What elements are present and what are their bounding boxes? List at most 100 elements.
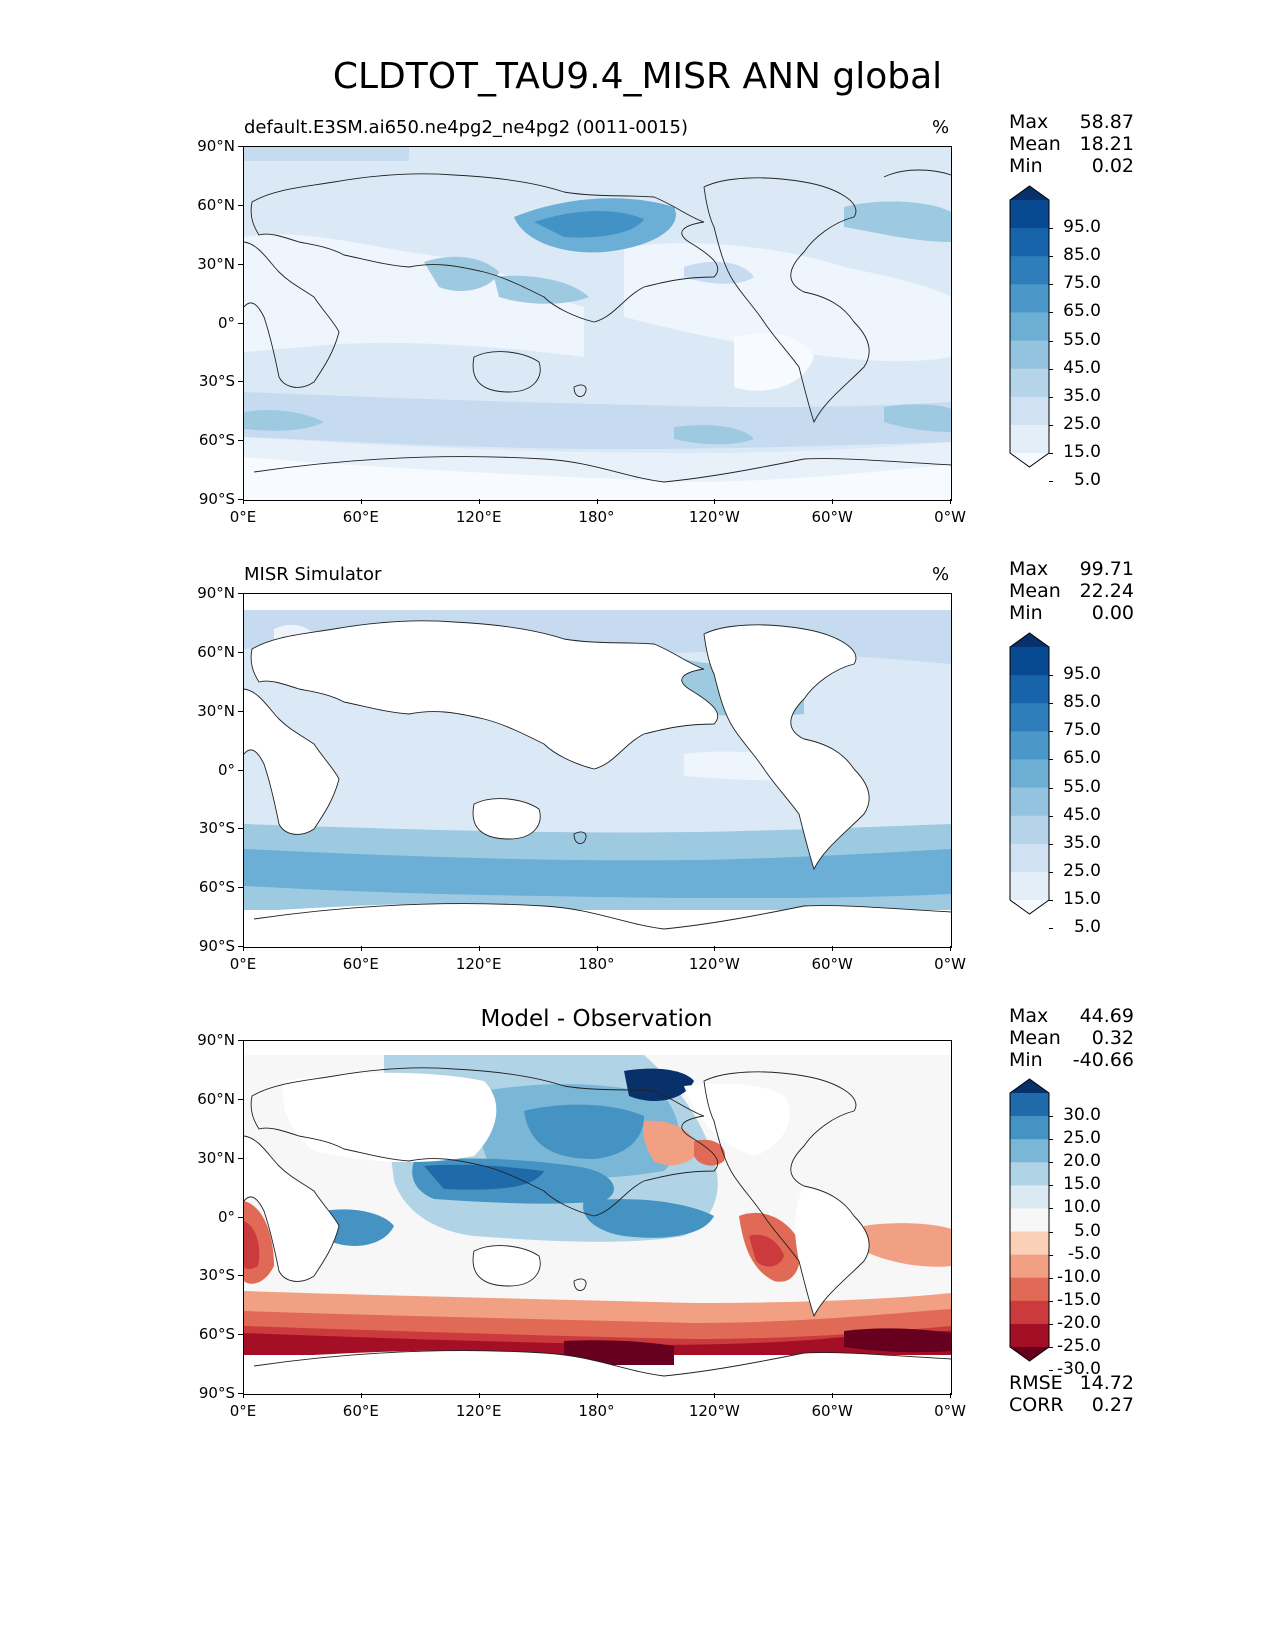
- lon-tick-mark: [596, 946, 598, 951]
- panel2-stats: Max 99.71 Mean 22.24 Min 0.00: [1009, 558, 1134, 624]
- colorbar-2-tick-label: 55.0: [1063, 776, 1101, 797]
- colorbar-tick-mark: [1049, 703, 1053, 705]
- panel1-map: [243, 146, 952, 501]
- colorbar-segment: [1010, 200, 1049, 229]
- colorbar-segment: [1010, 871, 1049, 901]
- colorbar-segment: [1010, 759, 1049, 789]
- lat-tick-mark: [238, 381, 243, 383]
- lat-tick-mark: [238, 828, 243, 830]
- lat-tick-mark: [238, 204, 243, 206]
- panel3-extra-stats: RMSE 14.72 CORR 0.27: [1009, 1372, 1134, 1416]
- lon-tick-label: 120°W: [688, 508, 740, 526]
- lat-tick-label: 60°N: [197, 1089, 235, 1108]
- colorbar-tick-mark: [1049, 368, 1053, 370]
- colorbar-2-tick-label: 75.0: [1063, 720, 1101, 741]
- colorbar-segment: [1010, 1277, 1049, 1302]
- colorbar-segment: [1010, 787, 1049, 817]
- lon-tick-mark: [714, 1393, 716, 1398]
- colorbar-tick-mark: [1049, 340, 1053, 342]
- colorbar-tick-mark: [1049, 843, 1053, 845]
- stat-rmse: RMSE 14.72: [1009, 1372, 1134, 1394]
- colorbar-segment: [1010, 1323, 1049, 1348]
- colorbar-segment: [1010, 424, 1049, 454]
- lon-tick-mark: [950, 1393, 951, 1398]
- lat-tick-label: 60°S: [198, 878, 235, 897]
- lon-tick-mark: [478, 1393, 480, 1398]
- lon-tick-label: 120°E: [455, 1402, 502, 1420]
- colorbar-segment: [1010, 1300, 1049, 1325]
- stat-min: Min -40.66: [1009, 1049, 1134, 1071]
- colorbar-segment: [1010, 312, 1049, 342]
- lon-tick-label: 60°E: [342, 1402, 379, 1420]
- colorbar-2-tick-label: 15.0: [1063, 889, 1101, 909]
- stat-mean: Mean 22.24: [1009, 580, 1134, 602]
- colorbar-tick-mark: [1049, 871, 1053, 873]
- lat-tick-label: 60°N: [197, 642, 235, 661]
- colorbar-tick-mark: [1049, 1370, 1053, 1372]
- colorbar-2-tick-label: 45.0: [1063, 804, 1101, 825]
- lon-tick-label: 180°: [578, 508, 615, 526]
- lat-tick-label: 90°S: [198, 1384, 235, 1402]
- lon-tick-label: 120°E: [455, 508, 502, 526]
- lat-tick-label: 90°N: [197, 584, 235, 602]
- colorbar-1-tick-label: 5.0: [1073, 470, 1101, 491]
- colorbar-segment: [1010, 815, 1049, 845]
- colorbar-tick-mark: [1049, 787, 1053, 789]
- lon-tick-mark: [360, 499, 362, 504]
- colorbar-2: [1009, 632, 1050, 915]
- lon-tick-label: 0°W: [934, 1402, 966, 1420]
- lat-tick-label: 30°S: [198, 1266, 235, 1285]
- lat-tick-mark: [238, 710, 243, 712]
- lat-tick-mark: [238, 440, 243, 442]
- colorbar-segment: [1010, 1185, 1049, 1209]
- panel2-contours: [244, 594, 951, 947]
- colorbar-tick-mark: [1049, 481, 1053, 483]
- lon-tick-mark: [714, 499, 716, 504]
- colorbar-segment: [1010, 731, 1049, 760]
- lon-tick-mark: [243, 946, 244, 951]
- colorbar-3-tick-label: -25.0: [1057, 1336, 1101, 1356]
- lat-tick-label: 90°S: [198, 937, 235, 955]
- colorbar-3-tick-label: 20.0: [1063, 1151, 1101, 1172]
- lon-tick-label: 120°E: [455, 955, 502, 973]
- colorbar-tick-mark: [1049, 1185, 1053, 1187]
- colorbar-segment: [1010, 1116, 1049, 1140]
- colorbar-segment: [1010, 1208, 1049, 1233]
- colorbar-3-tick-label: 5.0: [1073, 1220, 1101, 1241]
- colorbar-tick-mark: [1049, 424, 1053, 426]
- lon-tick-mark: [950, 499, 951, 504]
- panel2-title: MISR Simulator: [244, 564, 382, 585]
- lat-tick-label: 30°S: [198, 372, 235, 391]
- colorbar-segment: [1010, 396, 1049, 426]
- colorbar-segment: [1010, 1093, 1049, 1117]
- colorbar-tick-mark: [1049, 228, 1053, 230]
- lon-tick-label: 0°E: [229, 1402, 257, 1420]
- lat-tick-mark: [238, 651, 243, 653]
- colorbar-tick-mark: [1049, 675, 1053, 677]
- colorbar-3-tick-label: -20.0: [1057, 1312, 1101, 1333]
- lat-tick-label: 30°S: [198, 819, 235, 838]
- colorbar-tick-mark: [1049, 1323, 1053, 1325]
- colorbar-3: [1009, 1078, 1050, 1362]
- colorbar-tick-mark: [1049, 1277, 1053, 1279]
- lat-tick-label: 60°S: [198, 431, 235, 450]
- lon-tick-mark: [832, 499, 834, 504]
- colorbar-1-tick-label: 55.0: [1063, 329, 1101, 350]
- lon-tick-label: 120°W: [688, 1402, 740, 1420]
- colorbar-tick-mark: [1049, 900, 1053, 901]
- colorbar-1-tick-label: 65.0: [1063, 301, 1101, 322]
- colorbar-2-tick-label: 35.0: [1063, 832, 1101, 853]
- lat-tick-mark: [238, 1275, 243, 1277]
- lat-tick-label: 30°N: [197, 701, 235, 720]
- colorbar-tick-mark: [1049, 1116, 1053, 1118]
- lon-tick-label: 60°E: [342, 955, 379, 973]
- stat-corr: CORR 0.27: [1009, 1394, 1134, 1416]
- lon-tick-label: 0°E: [229, 508, 257, 526]
- lon-tick-label: 60°W: [811, 1402, 853, 1420]
- colorbar-segment: [1010, 1139, 1049, 1163]
- lon-tick-mark: [243, 499, 244, 504]
- lat-tick-label: 0°: [217, 1207, 235, 1226]
- colorbar-2-tick-label: 85.0: [1063, 692, 1101, 713]
- lat-tick-mark: [238, 322, 243, 324]
- colorbar-segment: [1010, 256, 1049, 285]
